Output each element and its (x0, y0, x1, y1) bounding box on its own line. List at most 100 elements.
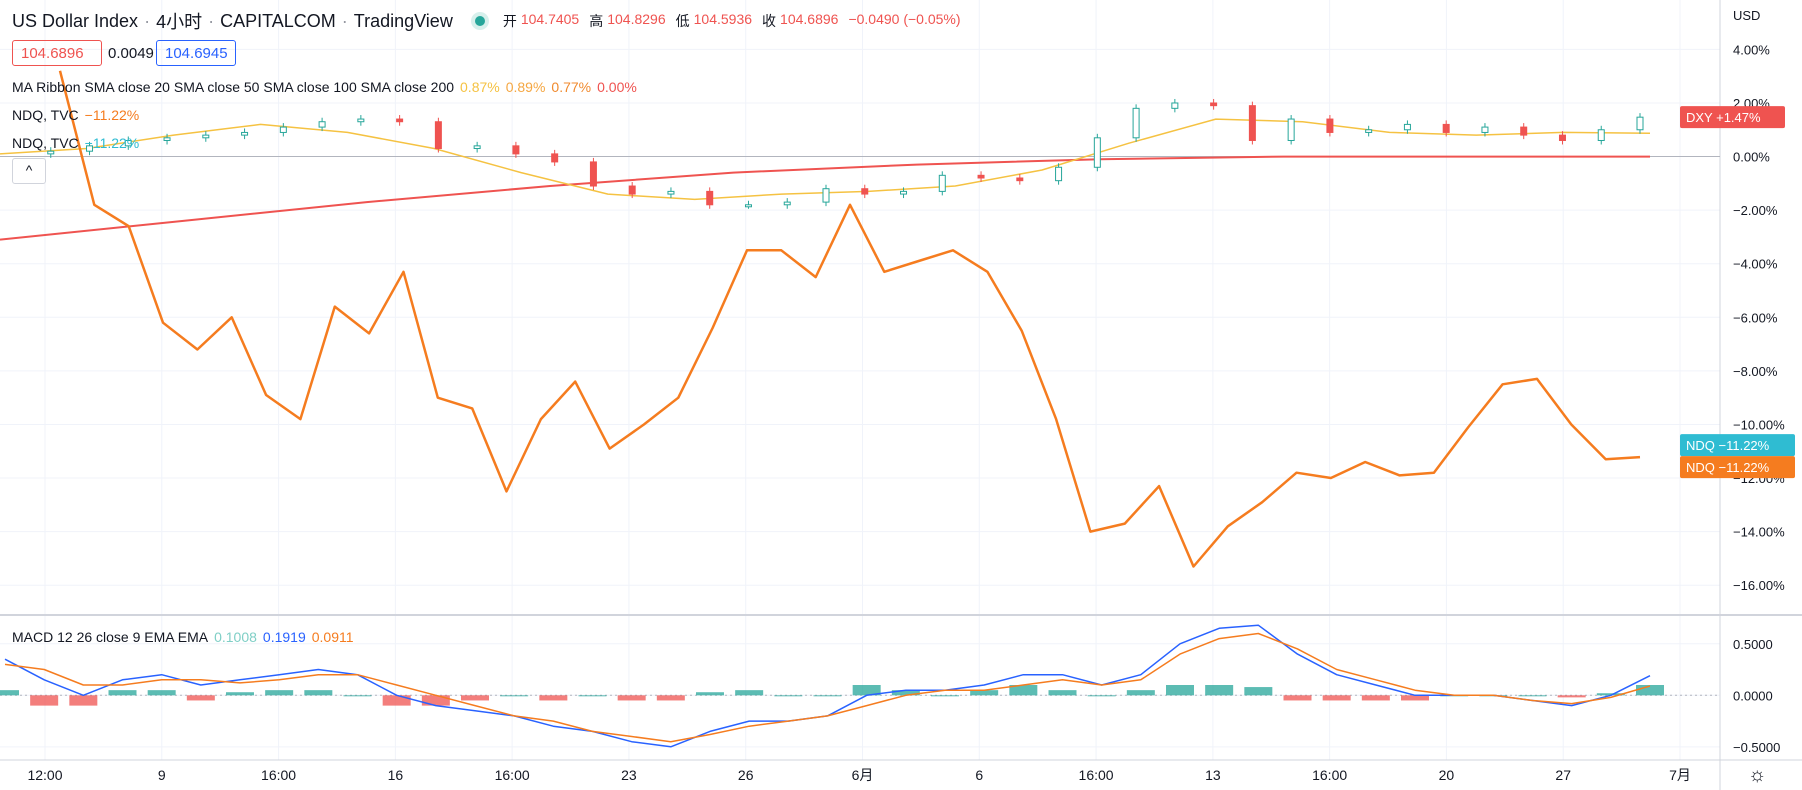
sma200-value: 0.00% (597, 79, 637, 95)
candle-body (1636, 116, 1644, 131)
macd-histogram-bar (891, 690, 920, 696)
sma100-value: 0.77% (551, 79, 592, 95)
candle-body (667, 190, 675, 195)
macd-histogram-bar (617, 695, 646, 701)
x-axis-tick-label: 27 (1555, 767, 1571, 783)
dxy-price-badge-text: DXY +1.47% (1686, 110, 1761, 125)
change-value: −0.0490 (−0.05%) (848, 11, 961, 27)
y-axis-tick-label: 0.00% (1733, 150, 1770, 165)
high-value: 104.8296 (607, 11, 666, 27)
macd-histogram-bar (69, 695, 98, 706)
candle-body (86, 145, 94, 152)
x-axis-tick-label: 16:00 (261, 767, 296, 783)
symbol-title[interactable]: US Dollar Index (12, 10, 139, 31)
candle-body (357, 118, 365, 123)
candle-body (900, 190, 908, 195)
macd-axis-tick-label: −0.5000 (1733, 740, 1780, 755)
candle-body (279, 126, 287, 133)
ndq-legend-2[interactable]: NDQ, TVC −11.22% (12, 132, 139, 154)
macd-histogram-bar (1322, 695, 1351, 701)
candle-body (783, 201, 791, 206)
currency-unit-label[interactable]: USD (1733, 8, 1761, 23)
sma20-value: 0.87% (460, 79, 500, 95)
x-axis-tick-label: 26 (738, 767, 754, 783)
candle-body (1558, 134, 1566, 141)
candle-body (1055, 166, 1063, 182)
candle-body (1016, 177, 1024, 182)
y-axis-tick-label: −16.00% (1733, 578, 1785, 593)
x-axis-tick-label: 20 (1439, 767, 1455, 783)
candle-body (1171, 102, 1179, 109)
candle-body (706, 190, 714, 206)
macd-histogram-bar (0, 690, 19, 696)
candle-body (589, 161, 597, 187)
ma-ribbon-legend[interactable]: MA Ribbon SMA close 20 SMA close 50 SMA … (12, 76, 637, 98)
y-axis-tick-label: 4.00% (1733, 42, 1770, 57)
candle-body (1093, 137, 1101, 168)
low-key: 低 (675, 13, 690, 29)
macd-legend[interactable]: MACD 12 26 close 9 EMA EMA 0.1008 0.1919… (12, 626, 354, 648)
collapse-legend-button[interactable]: ^ (12, 158, 46, 184)
open-key: 开 (502, 13, 517, 29)
ndq-legend-1[interactable]: NDQ, TVC −11.22% (12, 104, 139, 126)
macd-histogram-bar (656, 695, 685, 701)
ohlc-values: 开 104.7405 高 104.8296 低 104.5936 收 104.6896 … (503, 11, 967, 31)
x-axis-tick-label: 23 (621, 767, 637, 783)
ask-price-box[interactable]: 104.6945 (156, 40, 236, 66)
candle-body (1326, 118, 1334, 133)
candle-body (1132, 107, 1140, 139)
macd-histogram-bar (500, 695, 529, 697)
candle-body (1442, 123, 1450, 133)
macd-histogram-bar (1636, 685, 1664, 696)
candle-body (47, 150, 55, 155)
ndq-line (58, 70, 1641, 568)
high-key: 高 (589, 13, 604, 29)
x-axis-tick-label: 13 (1205, 767, 1221, 783)
macd-histogram-bar (226, 692, 254, 696)
ndq-badge-orange-bg (1680, 456, 1795, 479)
y-axis-tick-label: −4.00% (1733, 257, 1778, 272)
macd-histogram-bar (30, 695, 59, 706)
x-axis-tick-label: 16:00 (1312, 767, 1347, 783)
dxy-price-badge: DXY +1.47% (1680, 106, 1785, 129)
macd-histogram-bar (461, 695, 489, 701)
dxy-price-badge-bg (1680, 106, 1785, 129)
spread-value: 0.0049 (108, 44, 154, 62)
candle-body (473, 145, 481, 150)
ndq-badge-orange: NDQ −11.22% (1680, 456, 1795, 479)
sma20-line (0, 118, 1651, 201)
header-separator: · (144, 10, 151, 31)
candle-body (822, 188, 830, 203)
brand-label: TradingView (353, 10, 453, 31)
macd-histogram-bar (1126, 690, 1155, 696)
candle-body (241, 131, 249, 136)
macd-histogram-bar (578, 695, 607, 697)
candle-body (202, 134, 210, 139)
exchange-label: CAPITALCOM (220, 10, 336, 31)
macd-histogram-bar (696, 692, 724, 696)
ndq-badge-cyan-bg (1680, 434, 1795, 457)
macd-histogram-bar (108, 690, 137, 696)
open-value: 104.7405 (520, 11, 580, 27)
interval-label[interactable]: 4小时 (156, 12, 203, 32)
macd-histogram-bar (813, 695, 842, 697)
macd-histogram-bar (147, 690, 176, 696)
macd-histogram-bar (1009, 685, 1038, 696)
x-axis-tick-label: 16:00 (495, 767, 530, 783)
candle-body (938, 174, 946, 192)
macd-histogram-bar (852, 685, 881, 696)
candle-body (1365, 129, 1373, 133)
bid-price-box[interactable]: 104.6896 (12, 40, 102, 66)
y-axis-tick-label: −8.00% (1733, 364, 1778, 379)
macd-axis-tick-label: 0.5000 (1733, 637, 1773, 652)
macd-histogram-bar (1283, 695, 1312, 701)
ndq-badge-cyan: NDQ −11.22% (1680, 434, 1795, 457)
macd-histogram-bar (382, 695, 411, 706)
settings-gear-icon[interactable]: ☼ (1748, 764, 1767, 786)
macd-histogram-bar (1557, 695, 1586, 698)
candle-body (1520, 126, 1528, 136)
macd-histogram-bar (1048, 690, 1077, 696)
ndq-legend-value: −11.22% (84, 107, 140, 123)
sma200-line (0, 155, 1650, 241)
